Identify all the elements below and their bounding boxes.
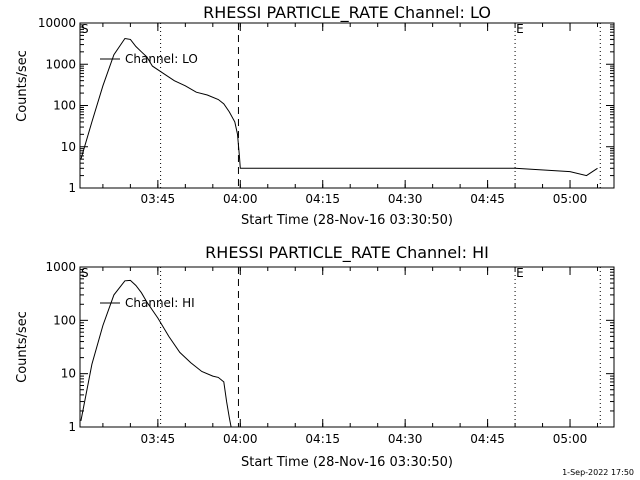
panel-1-y-tick-label: 100	[53, 99, 76, 113]
panel-2-frame	[79, 266, 615, 428]
panel-2-y-tick-label: 1000	[45, 260, 76, 274]
panel-2-x-tick-label: 04:45	[470, 432, 505, 446]
panel-2-marker-e: E	[516, 266, 524, 280]
panel-1-x-axis-label: Start Time (28-Nov-16 03:30:50)	[241, 213, 453, 228]
panel-2-y-tick-label: 10	[61, 367, 76, 381]
panel-2-y-axis-label: Counts/sec	[15, 311, 30, 383]
panel-1-y-tick-label: 10000	[38, 16, 76, 30]
panel-1-x-tick-label: 04:30	[388, 192, 423, 206]
panel-2-y-tick-label: 100	[53, 313, 76, 327]
panel-2-series-line	[80, 279, 232, 428]
panel-2-marker-s: S	[81, 266, 89, 280]
panel-1-series-line	[80, 37, 598, 177]
panel-1-marker-e: E	[516, 22, 524, 36]
panel-1-x-tick-label: 04:45	[470, 192, 505, 206]
panel-1-x-tick-label: 05:00	[553, 192, 588, 206]
panel-1-y-tick-label: 1000	[45, 57, 76, 71]
panel-2-y-tick-label: 1	[68, 420, 76, 434]
panel-1-frame	[79, 22, 615, 189]
panel-1-x-tick-label: 04:00	[223, 192, 258, 206]
panel-2-x-tick-label: 04:30	[388, 432, 423, 446]
panel-1-y-axis-label: Counts/sec	[15, 50, 30, 122]
panel-1-title: RHESSI PARTICLE_RATE Channel: LO	[203, 3, 491, 23]
panel-1-y-tick-label: 1	[68, 181, 76, 195]
panel-2-x-axis-label: Start Time (28-Nov-16 03:30:50)	[241, 455, 453, 470]
panel-2-legend-label: Channel: HI	[125, 296, 195, 310]
panel-2-x-tick-label: 03:45	[141, 432, 176, 446]
panel-1-y-tick-label: 10	[61, 140, 76, 154]
panel-1-legend-label: Channel: LO	[125, 52, 198, 66]
panel-2-x-tick-label: 04:00	[223, 432, 258, 446]
panel-2-x-tick-label: 04:15	[305, 432, 340, 446]
panel-2-title: RHESSI PARTICLE_RATE Channel: HI	[205, 243, 489, 263]
timestamp-footer: 1-Sep-2022 17:50	[562, 468, 634, 477]
panel-1-x-tick-label: 03:45	[141, 192, 176, 206]
panel-1-x-tick-label: 04:15	[305, 192, 340, 206]
panel-2-x-tick-label: 05:00	[553, 432, 588, 446]
panel-1-marker-s: S	[81, 22, 89, 36]
